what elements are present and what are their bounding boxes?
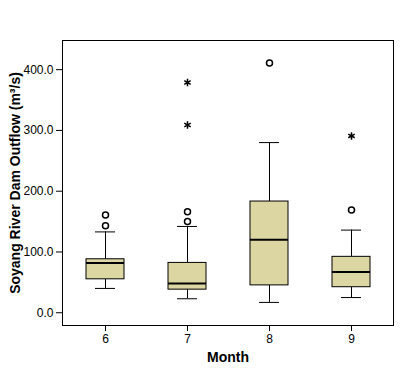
svg-text:200.0: 200.0 [23, 184, 53, 198]
svg-text:400.0: 400.0 [23, 63, 53, 77]
svg-text:Soyang River Dam Outflow (m³/s: Soyang River Dam Outflow (m³/s) [7, 72, 23, 294]
svg-text:9: 9 [348, 332, 355, 346]
svg-text:0.0: 0.0 [37, 306, 54, 320]
svg-text:100.0: 100.0 [23, 245, 53, 259]
svg-text:8: 8 [266, 332, 273, 346]
svg-text:7: 7 [184, 332, 191, 346]
svg-text:300.0: 300.0 [23, 123, 53, 137]
svg-text:6: 6 [102, 332, 109, 346]
svg-text:Month: Month [207, 349, 249, 365]
